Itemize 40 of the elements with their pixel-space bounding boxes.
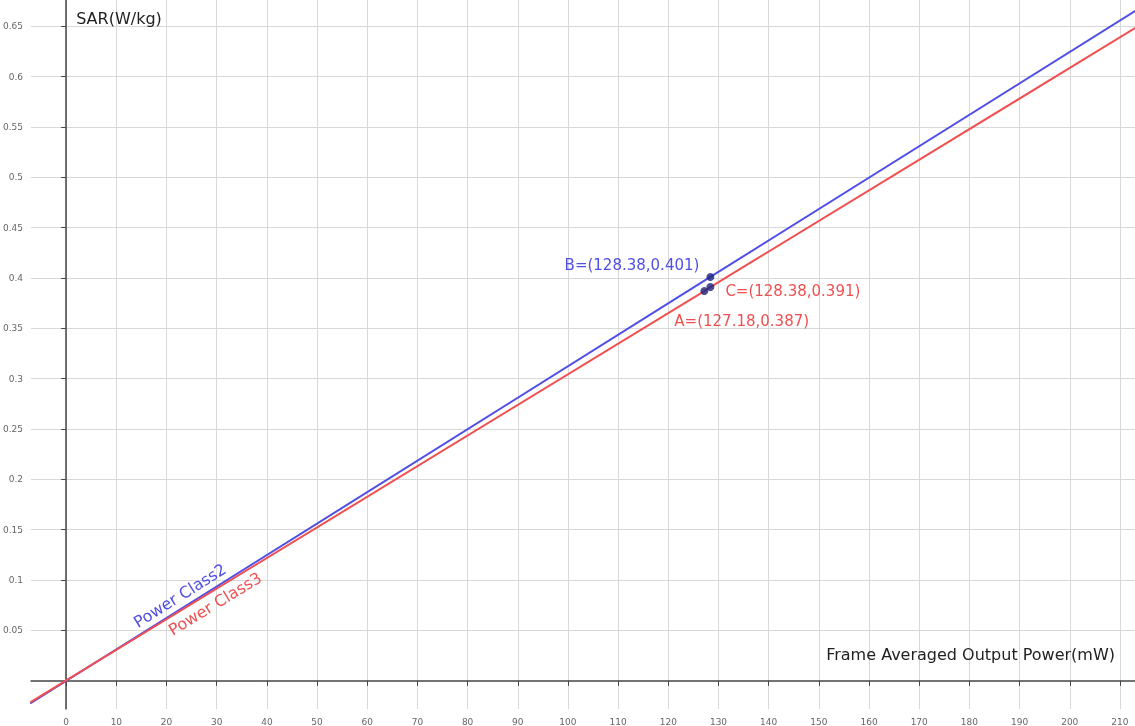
- y-axis-title: SAR(W/kg): [76, 8, 162, 28]
- x-tick-label: 10: [110, 716, 123, 726]
- y-tick-label: 0.4: [8, 272, 24, 283]
- x-tick-label: 180: [960, 716, 979, 726]
- x-tick-label: 100: [559, 716, 577, 726]
- y-tick-label: 0.25: [2, 424, 24, 435]
- x-tick-label: 30: [210, 716, 223, 726]
- y-tick-label: 0.05: [2, 625, 24, 636]
- x-tick-label: 70: [411, 716, 424, 726]
- x-tick-label: 0: [63, 716, 70, 726]
- y-tick-label: 0.5: [8, 172, 24, 183]
- x-tick-label: 150: [810, 716, 828, 726]
- x-tick-label: 20: [160, 716, 173, 726]
- y-tick-label: 0.1: [8, 575, 24, 586]
- y-tick-label: 0.35: [2, 323, 24, 334]
- y-tick-label: 0.6: [8, 71, 24, 82]
- y-tick-label: 0.65: [2, 21, 24, 32]
- x-tick-label: 40: [261, 716, 273, 726]
- x-tick-label: 190: [1010, 716, 1029, 726]
- y-tick-label: 0.55: [2, 121, 24, 132]
- x-tick-label: 140: [760, 716, 778, 726]
- x-tick-label: 50: [311, 716, 324, 726]
- x-tick-label: 210: [1111, 716, 1129, 726]
- x-tick-label: 110: [609, 716, 627, 726]
- data-label: B=(128.38,0.401): [564, 255, 700, 274]
- y-tick-label: 0.15: [2, 524, 24, 535]
- x-tick-label: 170: [910, 716, 929, 726]
- x-tick-label: 60: [361, 716, 374, 726]
- data-label: A=(127.18,0.387): [674, 312, 810, 331]
- x-tick-label: 160: [860, 716, 878, 726]
- y-tick-label: 0.45: [2, 222, 24, 233]
- x-tick-label: 200: [1061, 716, 1079, 726]
- data-label: C=(128.38,0.391): [725, 282, 861, 301]
- x-tick-label: 120: [659, 716, 678, 726]
- x-tick-label: 90: [512, 716, 524, 726]
- x-tick-label: 130: [709, 716, 728, 726]
- y-tick-label: 0.3: [8, 373, 24, 384]
- x-axis-title: Frame Averaged Output Power(mW): [826, 645, 1115, 665]
- x-tick-label: 80: [461, 716, 474, 726]
- y-tick-label: 0.2: [8, 474, 24, 485]
